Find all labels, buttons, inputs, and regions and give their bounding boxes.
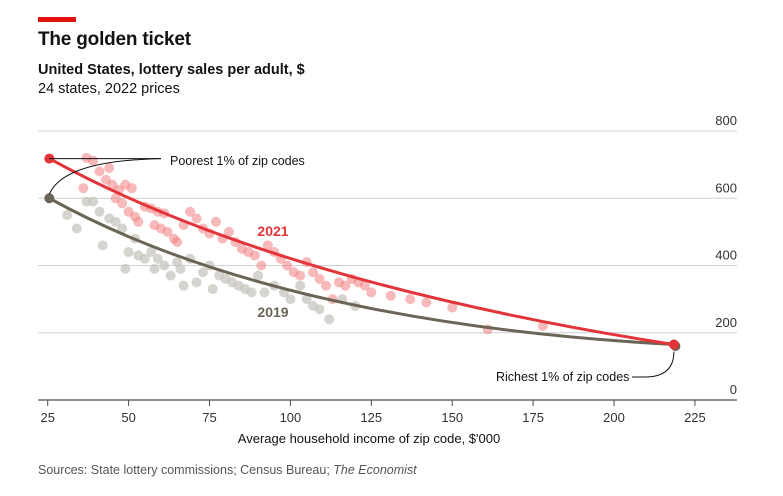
point-2019-33 bbox=[253, 270, 264, 281]
point-2019-24 bbox=[198, 267, 209, 278]
annotation-richest: Richest 1% of zip codes bbox=[496, 370, 629, 384]
chart-title: The golden ticket bbox=[38, 29, 191, 50]
y-tick-labels: 0 200 400 600 800 bbox=[715, 113, 737, 397]
point-2021-49 bbox=[340, 280, 351, 291]
point-2019-7 bbox=[110, 216, 121, 227]
point-2021-57 bbox=[447, 302, 458, 313]
source-publication: The Economist bbox=[333, 463, 417, 477]
point-2019-9 bbox=[120, 263, 131, 274]
point-2021-11 bbox=[117, 198, 128, 209]
point-2021-9 bbox=[78, 183, 89, 194]
accent-bar bbox=[38, 17, 76, 22]
point-2019-3 bbox=[88, 196, 99, 207]
point-2021-54 bbox=[385, 290, 396, 301]
point-2019-10 bbox=[123, 247, 134, 258]
chart-subtitle-secondary: 24 states, 2022 prices bbox=[38, 81, 180, 97]
point-2019-32 bbox=[246, 287, 257, 298]
point-2021-1 bbox=[88, 155, 99, 166]
point-2021-52 bbox=[359, 280, 370, 291]
point-2019-4 bbox=[94, 206, 105, 217]
fit-line-2021 bbox=[47, 157, 676, 347]
point-2021-44 bbox=[308, 267, 319, 278]
fit-line-2019 bbox=[47, 196, 676, 347]
point-2019-37 bbox=[285, 294, 296, 305]
gridlines bbox=[38, 130, 737, 334]
point-2019-39 bbox=[301, 294, 312, 305]
point-2021-25 bbox=[185, 206, 196, 217]
point-2019-14 bbox=[146, 247, 157, 258]
x-axis-label: Average household income of zip code, $'… bbox=[238, 431, 500, 446]
point-2021-2 bbox=[94, 166, 105, 177]
trend-lines bbox=[47, 157, 676, 347]
point-2019-1 bbox=[71, 223, 82, 234]
y-tick-label-0: 0 bbox=[730, 382, 737, 397]
point-2019-5 bbox=[97, 240, 108, 251]
point-2021-46 bbox=[321, 280, 332, 291]
y-tick-label-400: 400 bbox=[715, 248, 737, 263]
point-2021-35 bbox=[249, 250, 260, 261]
endpoint-2021-richest bbox=[668, 339, 679, 350]
y-tick-label-200: 200 bbox=[715, 315, 737, 330]
x-tick-label-100: 100 bbox=[280, 410, 302, 425]
point-2019-23 bbox=[191, 277, 202, 288]
point-2019-18 bbox=[165, 270, 176, 281]
y-tick-label-600: 600 bbox=[715, 180, 737, 195]
point-2019-42 bbox=[324, 314, 335, 325]
endpoint-2019-poorest bbox=[44, 193, 55, 204]
point-2021-4 bbox=[104, 162, 115, 173]
point-2019-26 bbox=[207, 284, 218, 295]
point-2019-8 bbox=[117, 223, 128, 234]
point-2021-45 bbox=[314, 273, 325, 284]
point-2021-40 bbox=[282, 260, 293, 271]
point-2019-17 bbox=[159, 260, 170, 271]
source-note: Sources: State lottery commissions; Cens… bbox=[38, 463, 417, 477]
x-tick-label-50: 50 bbox=[121, 410, 135, 425]
x-tick-label-200: 200 bbox=[603, 410, 625, 425]
point-2019-38 bbox=[295, 280, 306, 291]
x-tick-label-175: 175 bbox=[522, 410, 544, 425]
leader-poorest-2019 bbox=[48, 158, 162, 195]
y-tick-label-800: 800 bbox=[715, 113, 737, 128]
point-2021-55 bbox=[405, 294, 416, 305]
point-2021-26 bbox=[191, 213, 202, 224]
x-axis: 25 50 75 100 125 150 175 200 225 bbox=[38, 399, 737, 425]
chart-subtitle: United States, lottery sales per adult, … bbox=[38, 62, 305, 78]
point-2021-37 bbox=[262, 240, 273, 251]
source-text: Sources: State lottery commissions; Cens… bbox=[38, 463, 334, 477]
series-label-2021: 2021 bbox=[257, 223, 288, 239]
series-label-2019: 2019 bbox=[257, 304, 288, 320]
point-2021-23 bbox=[172, 236, 183, 247]
x-tick-label-25: 25 bbox=[40, 410, 54, 425]
point-2019-34 bbox=[259, 287, 270, 298]
point-2021-14 bbox=[133, 216, 144, 227]
point-2019-20 bbox=[175, 263, 186, 274]
point-2019-41 bbox=[314, 304, 325, 315]
x-tick-label-150: 150 bbox=[441, 410, 463, 425]
point-2021-21 bbox=[162, 226, 173, 237]
x-tick-label-75: 75 bbox=[202, 410, 216, 425]
scatter-2019 bbox=[62, 196, 361, 325]
point-2021-53 bbox=[366, 287, 377, 298]
point-2021-56 bbox=[421, 297, 432, 308]
x-tick-label-125: 125 bbox=[360, 410, 382, 425]
point-2021-29 bbox=[210, 216, 221, 227]
annotation-poorest: Poorest 1% of zip codes bbox=[170, 154, 305, 168]
leader-richest bbox=[632, 351, 675, 378]
point-2021-42 bbox=[295, 270, 306, 281]
x-tick-label-225: 225 bbox=[684, 410, 706, 425]
point-2021-31 bbox=[223, 226, 234, 237]
point-2019-21 bbox=[178, 280, 189, 291]
point-2021-36 bbox=[256, 260, 267, 271]
point-2019-15 bbox=[149, 263, 160, 274]
annotations bbox=[44, 153, 681, 378]
point-2019-13 bbox=[139, 253, 150, 264]
point-2019-0 bbox=[62, 210, 73, 221]
point-2021-8 bbox=[126, 183, 137, 194]
point-2019-16 bbox=[152, 253, 163, 264]
